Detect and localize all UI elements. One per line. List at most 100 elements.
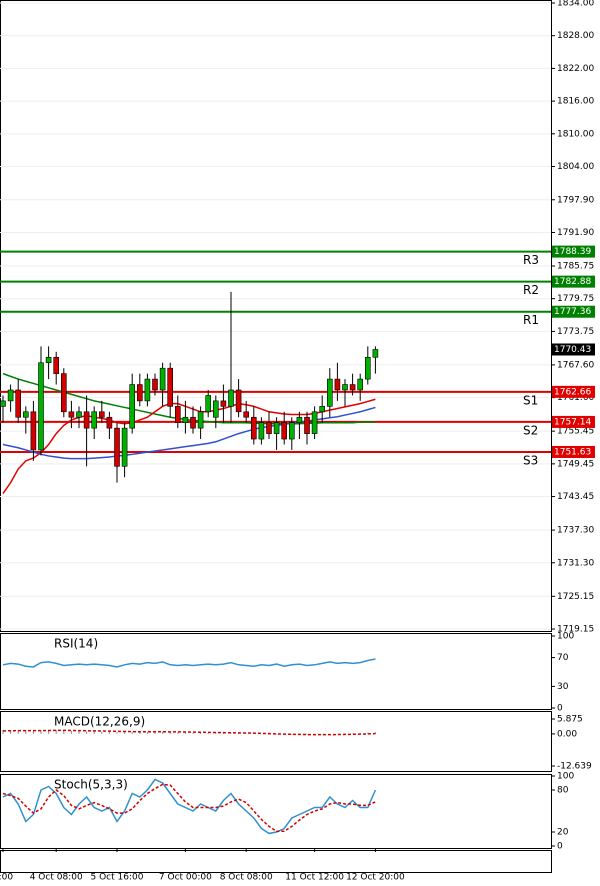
y-tick-label: 1779.75 <box>557 294 594 304</box>
candle-body <box>38 362 44 451</box>
y-tick-label: 1725.15 <box>557 592 594 602</box>
level-box <box>552 245 595 258</box>
x-tick-label: 7 Oct 00:00 <box>159 873 212 883</box>
candle-body <box>281 422 288 440</box>
candle-body <box>311 411 318 434</box>
candle-body <box>288 422 295 440</box>
level-name: R2 <box>523 283 539 297</box>
candle-body <box>15 389 21 418</box>
candle-body <box>190 416 196 429</box>
candle-body <box>364 356 371 380</box>
y-tick-label: 1791.90 <box>557 228 594 238</box>
candle-body <box>334 378 341 391</box>
level-name: S1 <box>523 393 538 407</box>
y-tick-label: 1834.00 <box>557 0 594 9</box>
candle-body <box>152 378 158 391</box>
panel-border <box>0 774 552 849</box>
level-value: 1777.36 <box>554 307 591 317</box>
y-tick-label: 30 <box>557 682 569 692</box>
candle-body <box>205 395 211 413</box>
candle-body <box>7 389 14 402</box>
candle-body <box>68 411 75 418</box>
candle-body <box>22 411 29 418</box>
y-tick-label: 1797.90 <box>557 195 594 205</box>
level-value: 1788.39 <box>554 247 591 257</box>
y-tick-label: 1810.00 <box>557 129 594 139</box>
level-box <box>552 385 595 398</box>
y-tick-label: 1719.15 <box>557 625 594 635</box>
candle-body <box>258 422 265 440</box>
candle-body <box>197 411 204 429</box>
indicator-line <box>2 658 376 668</box>
candle-body <box>167 367 173 407</box>
indicator-line <box>2 729 376 736</box>
last-price-box <box>552 343 595 356</box>
y-tick-label: 70 <box>557 653 569 663</box>
last-price-label: 1770.43 <box>554 345 591 355</box>
candle-body <box>91 411 97 429</box>
candle-body <box>319 406 326 413</box>
candle-body <box>53 356 60 374</box>
candle-body <box>99 411 105 418</box>
y-tick-label: 1749.45 <box>557 459 594 469</box>
candle-body <box>45 356 52 364</box>
candle-body <box>372 349 379 358</box>
candle-body <box>121 427 128 467</box>
candle-body <box>326 378 333 407</box>
candle-body <box>137 384 143 402</box>
y-tick-label: 1816.00 <box>557 97 594 107</box>
x-tick-label: 4 Oct 08:00 <box>30 873 83 883</box>
y-tick-label: 0 <box>557 704 563 714</box>
candle-body <box>357 378 364 391</box>
y-tick-label: 1767.60 <box>557 360 594 370</box>
level-name: R3 <box>523 253 539 267</box>
candle-body <box>106 416 113 429</box>
y-tick-label: 5.875 <box>557 715 583 725</box>
panel-border <box>0 711 552 772</box>
y-tick-label: 1822.00 <box>557 64 594 74</box>
y-tick-label: 1731.30 <box>557 558 594 568</box>
y-tick-label: 100 <box>557 772 574 782</box>
candle-body <box>76 411 82 418</box>
panel-border <box>0 633 552 710</box>
x-tick-label: 5 Oct 16:00 <box>91 873 144 883</box>
candle-body <box>175 406 181 423</box>
candle-body <box>114 427 120 467</box>
candle-body <box>251 416 257 440</box>
level-name: S3 <box>523 453 538 467</box>
y-tick-label: 0.00 <box>557 729 577 739</box>
candle-body <box>235 389 242 413</box>
y-tick-label: 80 <box>557 786 569 796</box>
y-tick-label: 1755.45 <box>557 427 594 437</box>
candle-body <box>349 384 356 391</box>
y-tick-label: 0 <box>557 842 563 852</box>
candle-body <box>213 400 219 418</box>
y-tick-label: 1804.00 <box>557 162 594 172</box>
candle-body <box>296 416 303 423</box>
candle-body <box>182 416 189 423</box>
y-tick-label: 1785.75 <box>557 261 594 271</box>
level-box <box>552 305 595 318</box>
candle-body <box>266 422 272 434</box>
y-tick-label: 20 <box>557 828 569 838</box>
x-tick-label: 12 Oct 20:00 <box>346 873 405 883</box>
x-tick-label: 4:00 <box>0 873 13 883</box>
indicator-line <box>2 783 376 833</box>
indicator-line <box>2 778 377 835</box>
y-tick-label: 1737.30 <box>557 526 594 536</box>
candle-body <box>304 416 310 434</box>
candle-body <box>60 373 67 413</box>
level-box <box>552 415 595 428</box>
level-box <box>552 445 595 458</box>
level-box <box>552 275 595 288</box>
x-tick-label: 8 Oct 08:00 <box>220 873 273 883</box>
panel-border <box>0 0 552 632</box>
candle-body <box>83 411 90 429</box>
y-tick-label: 1743.45 <box>557 492 594 502</box>
candle-body <box>0 400 6 407</box>
y-tick-label: -12.639 <box>557 762 592 772</box>
level-value: 1782.88 <box>554 277 591 287</box>
level-name: R1 <box>523 313 539 327</box>
candle-body <box>342 384 348 391</box>
level-value: 1751.63 <box>554 447 591 457</box>
